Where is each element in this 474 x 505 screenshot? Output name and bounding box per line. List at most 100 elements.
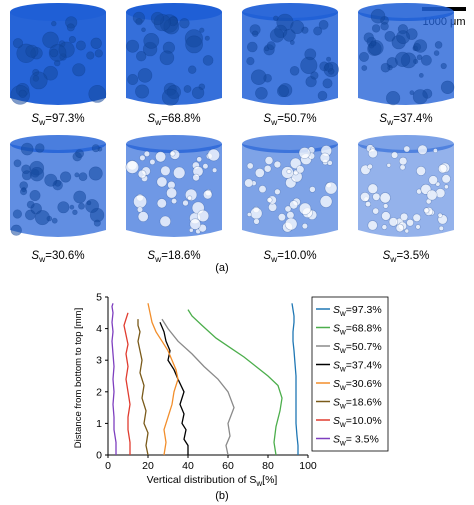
- pore: [327, 160, 333, 166]
- legend-label: Sw=68.8%: [333, 323, 382, 337]
- sample-render-1: Sw=97.3%: [10, 3, 107, 127]
- pore: [298, 147, 311, 159]
- pore: [324, 62, 334, 72]
- pore: [143, 33, 160, 49]
- pore: [381, 211, 391, 221]
- pore: [296, 165, 305, 174]
- pore: [93, 219, 101, 227]
- pore: [370, 40, 377, 47]
- pore: [127, 74, 139, 86]
- pore: [360, 191, 370, 202]
- pore: [395, 51, 411, 68]
- sample-top: [126, 135, 222, 153]
- pore: [59, 171, 72, 183]
- x-tick-label: 20: [142, 460, 154, 472]
- sample-top: [242, 3, 338, 21]
- pore: [363, 32, 374, 43]
- pore: [169, 150, 176, 157]
- series-line-6: [137, 319, 149, 456]
- pore: [196, 156, 203, 163]
- y-tick-label: 3: [96, 355, 102, 367]
- sample-render-7: Sw=10.0%: [242, 135, 338, 264]
- pore: [94, 49, 103, 58]
- sample-label: Sw=18.6%: [147, 250, 200, 264]
- pore: [423, 207, 430, 214]
- legend-label: Sw=37.4%: [333, 360, 382, 374]
- pore: [166, 187, 178, 199]
- pore: [322, 78, 333, 89]
- pore: [358, 51, 369, 62]
- pore: [25, 44, 39, 58]
- pore: [253, 218, 260, 225]
- pore: [367, 163, 373, 170]
- pore: [12, 38, 24, 49]
- pore: [51, 217, 58, 224]
- pore: [133, 194, 147, 209]
- legend-label: Sw=18.6%: [333, 397, 382, 411]
- pore: [438, 164, 448, 174]
- pore: [252, 30, 259, 37]
- pore: [137, 211, 149, 222]
- pore: [160, 165, 171, 176]
- pore: [301, 223, 309, 230]
- pore: [309, 186, 316, 193]
- pore: [403, 145, 411, 153]
- pore: [12, 209, 22, 219]
- legend-box: [311, 296, 389, 452]
- x-tick-label: 40: [182, 460, 194, 472]
- pore: [136, 50, 147, 62]
- x-tick-label: 0: [105, 460, 111, 472]
- pore: [319, 152, 331, 164]
- pore: [310, 71, 319, 80]
- pore: [156, 176, 168, 188]
- legend-label: Sw= 3.5%: [333, 434, 379, 448]
- pore: [404, 228, 410, 234]
- pore: [399, 164, 406, 171]
- pore: [300, 56, 318, 75]
- y-tick-label: 4: [96, 323, 102, 335]
- pore: [282, 28, 296, 42]
- pore: [139, 154, 146, 161]
- x-tick-label: 100: [299, 460, 317, 472]
- pore: [386, 163, 392, 168]
- pore: [135, 18, 143, 26]
- pore: [361, 65, 368, 71]
- pore: [159, 50, 175, 66]
- sample-render-6: Sw=18.6%: [125, 135, 222, 264]
- pore: [90, 37, 102, 49]
- pore: [415, 224, 421, 230]
- pore: [326, 56, 332, 62]
- series-line-3: [161, 318, 235, 456]
- pore: [185, 35, 204, 54]
- pore: [380, 22, 389, 31]
- pore: [155, 151, 167, 163]
- pore: [78, 172, 88, 182]
- pore: [428, 175, 439, 185]
- pore: [418, 73, 424, 78]
- series-line-4: [159, 322, 189, 455]
- pore: [319, 195, 333, 208]
- pore: [370, 8, 386, 24]
- pore: [420, 54, 432, 66]
- sample-label: Sw=68.8%: [147, 113, 200, 127]
- sample-top: [126, 3, 222, 21]
- pore: [244, 178, 254, 188]
- pore: [149, 159, 156, 166]
- pore: [440, 80, 455, 95]
- pore: [207, 148, 220, 162]
- sample-label: Sw=97.3%: [31, 113, 84, 127]
- pore: [379, 192, 391, 204]
- sample-top: [358, 135, 454, 153]
- pore: [18, 89, 27, 98]
- pore: [21, 187, 27, 193]
- pore: [179, 18, 190, 29]
- chart-axes: 0 20 40 60 80 100 0 1 2 3 4 5: [96, 292, 317, 473]
- pore: [187, 195, 193, 201]
- panel-a-label: (a): [215, 262, 228, 274]
- pore: [409, 90, 415, 96]
- pore: [136, 206, 144, 213]
- pore: [44, 173, 58, 187]
- pore: [68, 35, 76, 44]
- pore: [384, 31, 396, 42]
- y-axis-label: Distance from bottom to top [mm]: [73, 308, 84, 448]
